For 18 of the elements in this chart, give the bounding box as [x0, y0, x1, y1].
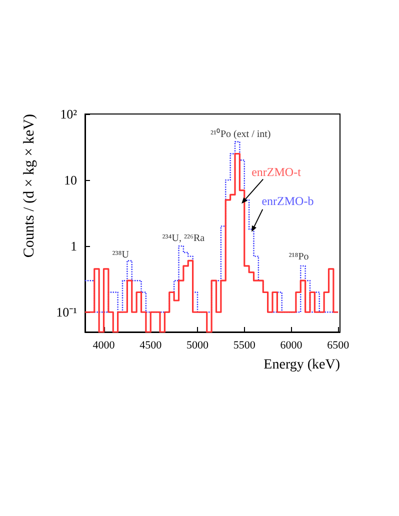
- series-label: enrZMO-b: [262, 194, 314, 208]
- y-tick-label: 10²: [60, 106, 78, 122]
- y-tick-label: 10: [64, 172, 77, 188]
- annotation: ²¹⁸Po: [288, 252, 309, 263]
- y-axis-title: Counts / (d × kg × keV): [22, 114, 38, 258]
- y-tick-label: 10⁻¹: [56, 304, 78, 320]
- x-tick-label: 6000: [280, 340, 303, 352]
- annotation: ²³⁴U, ²²⁶Ra: [162, 233, 206, 244]
- x-tick-label: 5500: [233, 340, 256, 352]
- x-tick-label: 4000: [92, 340, 116, 352]
- x-tick-label: 4500: [140, 340, 162, 352]
- annotation: ²¹⁰Po (ext / int): [210, 128, 271, 140]
- y-tick-label: 1: [70, 238, 77, 254]
- x-tick-label: 6500: [327, 340, 350, 352]
- x-axis-title: Energy (keV): [264, 358, 340, 372]
- series-label: enrZMO-t: [252, 164, 302, 179]
- annotation: ²³⁸U: [112, 250, 130, 261]
- x-tick-label: 5000: [186, 340, 209, 352]
